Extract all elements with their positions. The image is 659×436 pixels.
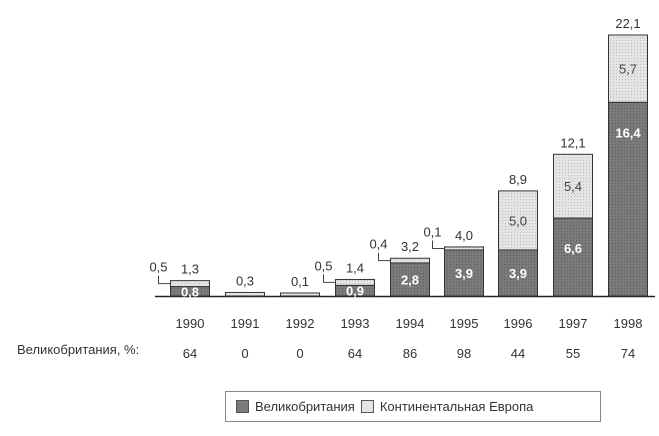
bar-uk-label-1997: 6,6 bbox=[564, 241, 582, 256]
bar-europe-1991 bbox=[225, 291, 265, 297]
legend-label-uk: Великобритания bbox=[255, 399, 355, 414]
x-tick-label-1990: 1990 bbox=[176, 316, 205, 331]
total-label-1993: 1,4 bbox=[346, 260, 364, 275]
share-value-1997: 55 bbox=[566, 346, 580, 361]
bar-uk-label-1996: 3,9 bbox=[509, 266, 527, 281]
legend: Великобритания Континентальная Европа bbox=[225, 391, 601, 422]
share-value-1995: 98 bbox=[457, 346, 471, 361]
bar-uk-label-1998: 16,4 bbox=[615, 125, 641, 140]
share-value-1990: 64 bbox=[183, 346, 197, 361]
total-label-1997: 12,1 bbox=[560, 135, 585, 150]
share-row-label: Великобритания, %: bbox=[17, 342, 140, 357]
bar-uk-label-1994: 2,8 bbox=[401, 272, 419, 287]
total-label-1995: 4,0 bbox=[455, 228, 473, 243]
share-value-1991: 0 bbox=[241, 346, 248, 361]
leader-line-1995 bbox=[432, 240, 445, 249]
total-label-1992: 0,1 bbox=[291, 274, 309, 289]
x-tick-label-1996: 1996 bbox=[504, 316, 533, 331]
legend-swatch-uk bbox=[236, 400, 249, 413]
bar-europe-1995 bbox=[444, 246, 484, 251]
bar-europe-1997 bbox=[553, 153, 593, 219]
total-label-1994: 3,2 bbox=[401, 239, 419, 254]
leader-label-1995: 0,1 bbox=[423, 224, 441, 239]
leader-line-1990 bbox=[158, 275, 171, 285]
share-value-1994: 86 bbox=[403, 346, 417, 361]
bar-europe-1992 bbox=[280, 292, 320, 297]
share-value-1993: 64 bbox=[348, 346, 362, 361]
leader-line-1994 bbox=[378, 252, 391, 262]
x-tick-label-1998: 1998 bbox=[614, 316, 643, 331]
bar-europe-1996 bbox=[498, 190, 538, 251]
total-label-1990: 1,3 bbox=[181, 262, 199, 277]
legend-item-uk: Великобритания bbox=[236, 399, 355, 414]
x-tick-label-1994: 1994 bbox=[396, 316, 425, 331]
legend-item-europe: Континентальная Европа bbox=[360, 399, 534, 414]
share-value-1992: 0 bbox=[296, 346, 303, 361]
bar-uk-1995 bbox=[444, 249, 484, 297]
x-tick-label-1993: 1993 bbox=[341, 316, 370, 331]
total-label-1996: 8,9 bbox=[509, 172, 527, 187]
bar-uk-label-1993: 0,9 bbox=[346, 284, 364, 299]
bar-europe-1998 bbox=[608, 34, 648, 103]
x-tick-label-1991: 1991 bbox=[231, 316, 260, 331]
x-tick-label-1992: 1992 bbox=[286, 316, 315, 331]
bar-uk-1998 bbox=[608, 101, 648, 297]
bar-europe-1994 bbox=[390, 257, 430, 264]
legend-label-europe: Континентальная Европа bbox=[379, 399, 534, 414]
total-label-1998: 22,1 bbox=[615, 16, 640, 31]
bar-uk-1997 bbox=[553, 217, 593, 297]
bar-europe-label-1996: 5,0 bbox=[509, 213, 527, 228]
stacked-bar-chart: 0,8 1,3 0,5 1990 64 0,3 1991 0 0,1 1992 0 0,9 1,4 0,5… bbox=[149, 16, 655, 361]
share-value-1996: 44 bbox=[511, 346, 525, 361]
leader-label-1994: 0,4 bbox=[369, 237, 387, 252]
leader-line-1993 bbox=[323, 274, 336, 283]
bar-uk-label-1995: 3,9 bbox=[455, 266, 473, 281]
legend-swatch-europe bbox=[360, 400, 374, 413]
x-tick-label-1995: 1995 bbox=[450, 316, 479, 331]
bar-uk-label-1990: 0,8 bbox=[181, 284, 199, 299]
leader-label-1990: 0,5 bbox=[149, 260, 167, 275]
bar-europe-label-1997: 5,4 bbox=[564, 179, 582, 194]
total-label-1991: 0,3 bbox=[236, 273, 254, 288]
leader-label-1993: 0,5 bbox=[314, 258, 332, 273]
bar-europe-label-1998: 5,7 bbox=[619, 62, 637, 77]
x-tick-label-1997: 1997 bbox=[559, 316, 588, 331]
share-value-1998: 74 bbox=[621, 346, 635, 361]
bar-uk-1994 bbox=[390, 262, 430, 297]
